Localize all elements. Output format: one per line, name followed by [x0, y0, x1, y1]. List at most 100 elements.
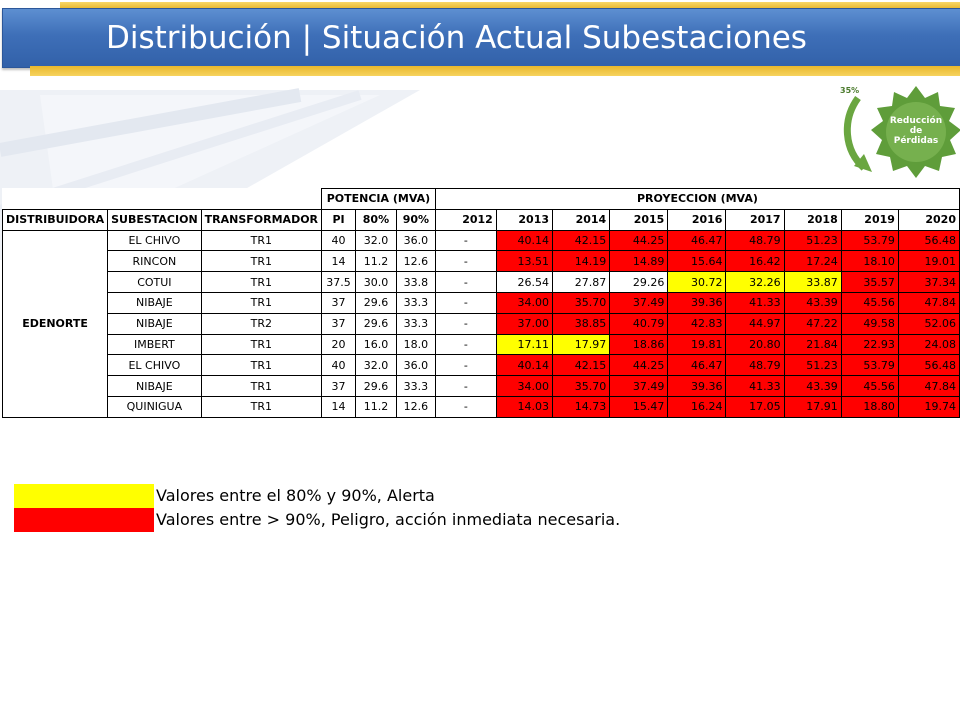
projection-cell: 33.87 [783, 271, 842, 293]
projection-cell: 43.39 [783, 291, 842, 314]
projection-cell: 17.11 [495, 333, 554, 356]
projection-cell: 41.33 [725, 375, 785, 397]
y2012-cell: - [434, 333, 497, 356]
projection-cell: 16.42 [725, 250, 785, 273]
badge-percent: 35% [840, 86, 860, 95]
title-accent-bottom [30, 66, 960, 76]
projection-cell: 13.51 [495, 250, 554, 273]
projection-cell: 39.36 [667, 375, 727, 397]
table-row: COTUI TR1 37.5 30.0 33.8-26.54 27.87 29.26 30.7… [3, 271, 960, 293]
p80-cell: 29.6 [355, 291, 397, 314]
transformador-cell: TR1 [200, 250, 323, 273]
table-row: IMBERT TR1 20 16.0 18.0-17.11 17.97 18.86 19.81… [3, 333, 960, 356]
transformador-cell: TR1 [200, 229, 323, 252]
column-header: PI [321, 208, 356, 231]
legend-item-danger: Valores entre > 90%, Peligro, acción inm… [14, 508, 714, 532]
page-title: Distribución | Situación Actual Subestac… [106, 20, 807, 56]
projection-cell: 53.79 [840, 354, 899, 377]
pi-cell: 37 [321, 312, 356, 335]
projection-cell: 19.81 [667, 333, 727, 356]
column-header: 2019 [840, 208, 899, 231]
table-row: EL CHIVO TR1 40 32.0 36.0-40.14 42.15 44.25 46.… [3, 354, 960, 377]
transformador-cell: TR1 [200, 375, 323, 397]
projection-cell: 56.48 [897, 354, 960, 377]
gear-icon [843, 86, 960, 178]
legend-text: Valores entre > 90%, Peligro, acción inm… [156, 510, 621, 529]
badge-label-line: Reducción [889, 116, 943, 126]
projection-cell: 17.97 [552, 333, 611, 356]
badge-label-line: de [909, 126, 923, 136]
badge-label-line: Pérdidas [893, 136, 939, 146]
title-accent-top [60, 2, 960, 9]
projection-cell: 56.48 [897, 229, 960, 252]
substations-table: POTENCIA (MVA) PROYECCION (MVA) DISTRIBU… [1, 188, 960, 418]
projection-cell: 45.56 [840, 291, 899, 314]
projection-cell: 34.00 [495, 375, 554, 397]
projection-cell: 40.79 [609, 312, 669, 335]
y2012-cell: - [434, 271, 497, 293]
projection-cell: 51.23 [783, 354, 842, 377]
subestacion-cell: EL CHIVO [107, 229, 202, 252]
column-header: 80% [355, 208, 397, 231]
projection-cell: 18.10 [840, 250, 899, 273]
pi-cell: 37.5 [321, 271, 356, 293]
column-header: 2012 [434, 208, 497, 231]
column-header: 2020 [897, 208, 960, 231]
subestacion-cell: NIBAJE [107, 375, 202, 397]
p90-cell: 33.3 [395, 375, 436, 397]
table-row: EDENORTE EL CHIVO TR1 40 32.0 36.0-40.14 42.15… [1, 229, 960, 418]
y2012-cell: - [434, 354, 497, 377]
p90-cell: 12.6 [395, 395, 436, 418]
potencia-header: POTENCIA (MVA) [321, 188, 436, 210]
projection-cell: 44.25 [609, 229, 669, 252]
pi-cell: 37 [321, 375, 356, 397]
column-header: 2015 [609, 208, 669, 231]
subestacion-cell: EL CHIVO [107, 354, 202, 377]
projection-cell: 40.14 [495, 354, 554, 377]
subestacion-cell: QUINIGUA [107, 395, 202, 418]
projection-cell: 37.00 [495, 312, 554, 335]
column-header: 2014 [552, 208, 611, 231]
projection-cell: 53.79 [840, 229, 899, 252]
pi-cell: 40 [321, 354, 356, 377]
projection-cell: 39.36 [667, 291, 727, 314]
p90-cell: 33.3 [395, 291, 436, 314]
p80-cell: 30.0 [355, 271, 397, 293]
distribuidora-cell: EDENORTE [1, 229, 109, 418]
projection-cell: 49.58 [840, 312, 899, 335]
projection-cell: 42.15 [552, 229, 611, 252]
projection-cell: 19.74 [897, 395, 960, 418]
projection-cell: 44.25 [609, 354, 669, 377]
transformador-cell: TR1 [200, 271, 323, 293]
transformador-cell: TR1 [200, 291, 323, 314]
p80-cell: 32.0 [355, 354, 397, 377]
projection-cell: 51.23 [783, 229, 842, 252]
y2012-cell: - [434, 229, 497, 252]
p90-cell: 18.0 [395, 333, 436, 356]
transformador-cell: TR1 [200, 354, 323, 377]
projection-cell: 34.00 [495, 291, 554, 314]
projection-cell: 19.01 [897, 250, 960, 273]
table-row: NIBAJE TR2 37 29.6 33.3-37.00 38.85 40.79 42.83… [3, 312, 960, 335]
projection-cell: 20.80 [725, 333, 785, 356]
projection-cell: 48.79 [725, 229, 785, 252]
column-header: 2017 [725, 208, 785, 231]
p90-cell: 12.6 [395, 250, 436, 273]
projection-cell: 17.05 [725, 395, 785, 418]
projection-cell: 48.79 [725, 354, 785, 377]
p90-cell: 36.0 [395, 354, 436, 377]
pi-cell: 20 [321, 333, 356, 356]
p90-cell: 33.8 [395, 271, 436, 293]
legend-swatch [14, 484, 154, 508]
projection-cell: 22.93 [840, 333, 899, 356]
projection-cell: 14.19 [552, 250, 611, 273]
pi-cell: 40 [321, 229, 356, 252]
blank-cell [108, 189, 202, 210]
transformador-cell: TR2 [200, 312, 323, 335]
legend-item-alert: Valores entre el 80% y 90%, Alerta [14, 484, 714, 508]
pi-cell: 14 [321, 250, 356, 273]
column-header: 2018 [783, 208, 842, 231]
p80-cell: 11.2 [355, 395, 397, 418]
group-header-row: POTENCIA (MVA) PROYECCION (MVA) [3, 188, 960, 210]
y2012-cell: - [434, 291, 497, 314]
